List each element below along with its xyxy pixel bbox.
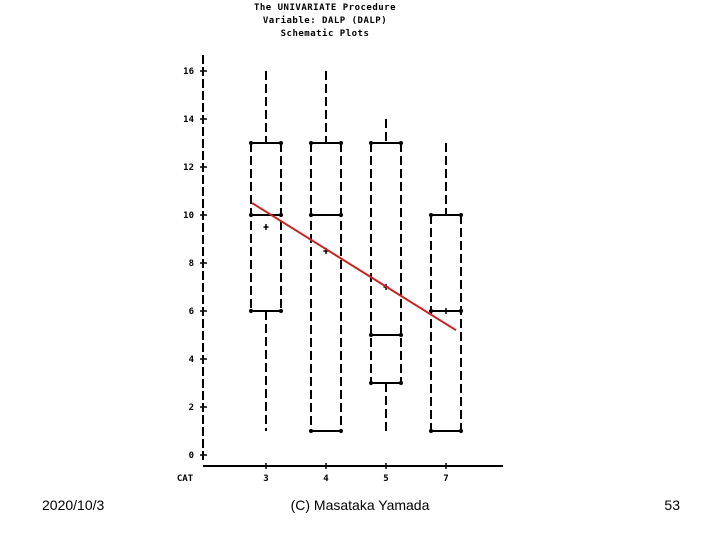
box-median-line-end-dot [279, 213, 283, 217]
box-q3-line-end-dot [399, 141, 403, 145]
slide-author: (C) Masataka Yamada [290, 497, 430, 513]
box-median-line-end-dot [309, 213, 313, 217]
box-q3-line-end-dot [429, 213, 433, 217]
chart-title-line-2: Variable: DALP (DALP) [262, 16, 388, 26]
y-tick-label: 2 [189, 403, 194, 413]
y-tick-label: 6 [189, 307, 194, 317]
box-median-line-end-dot [429, 309, 433, 313]
box-median-line-end-dot [339, 213, 343, 217]
box-median-line-end-dot [399, 333, 403, 337]
box-q1-line-end-dot [399, 381, 403, 385]
y-tick-label: 14 [183, 115, 194, 125]
box-median-line-end-dot [369, 333, 373, 337]
box-q1-line-end-dot [429, 429, 433, 433]
box-q3-line-end-dot [249, 141, 253, 145]
x-axis-category-label: CAT [177, 474, 194, 484]
y-tick-label: 8 [189, 259, 194, 269]
y-tick-label: 10 [183, 211, 194, 221]
y-tick-label: 12 [183, 163, 194, 173]
box-q1-line-end-dot [339, 429, 343, 433]
chart-title-line-1: The UNIVARIATE Procedure [253, 3, 397, 13]
y-tick-label: 4 [189, 355, 195, 365]
box-q1-line-end-dot [279, 309, 283, 313]
box-q3-line-end-dot [339, 141, 343, 145]
x-tick-label: 7 [443, 474, 448, 484]
box-q1-line-end-dot [309, 429, 313, 433]
box-q3-line-end-dot [309, 141, 313, 145]
box-q1-line-end-dot [459, 429, 463, 433]
box-q1-line-end-dot [369, 381, 373, 385]
y-tick-label: 16 [183, 67, 194, 77]
slide-page-number: 53 [664, 497, 680, 513]
x-tick-label: 3 [263, 474, 268, 484]
box-median-line-end-dot [459, 309, 463, 313]
x-tick-label: 4 [323, 474, 329, 484]
box-q3-line-end-dot [369, 141, 373, 145]
box-median-line-end-dot [249, 213, 253, 217]
box-layer [249, 71, 463, 433]
slide-date: 2020/10/3 [42, 497, 105, 513]
chart-title-line-3: Schematic Plots [280, 29, 370, 39]
box-q1-line-end-dot [249, 309, 253, 313]
x-tick-label: 5 [383, 474, 388, 484]
trend-line [251, 202, 457, 332]
box-q3-line-end-dot [459, 213, 463, 217]
y-tick-label: 0 [189, 451, 194, 461]
trend-layer [251, 202, 457, 332]
box-q3-line-end-dot [279, 141, 283, 145]
axis-layer: 0 2 4 6 8 10 12 14 16 3 4 5 7 CAT [177, 55, 503, 484]
